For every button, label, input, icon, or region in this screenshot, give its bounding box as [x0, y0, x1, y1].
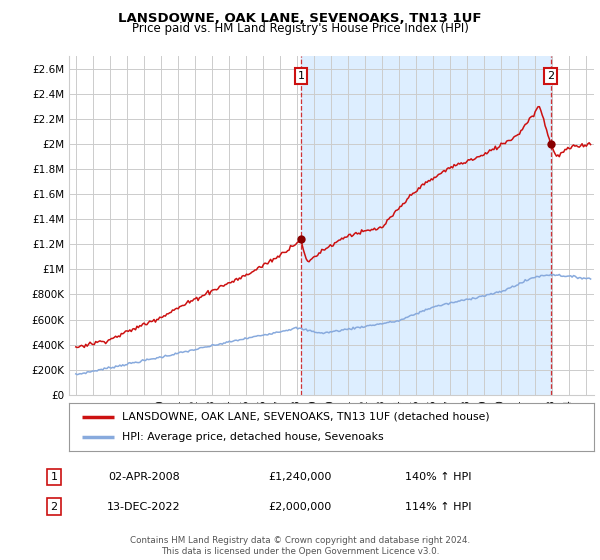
- Text: 02-APR-2008: 02-APR-2008: [108, 472, 180, 482]
- Text: Contains HM Land Registry data © Crown copyright and database right 2024.
This d: Contains HM Land Registry data © Crown c…: [130, 536, 470, 556]
- Text: 13-DEC-2022: 13-DEC-2022: [107, 502, 181, 512]
- Text: Price paid vs. HM Land Registry's House Price Index (HPI): Price paid vs. HM Land Registry's House …: [131, 22, 469, 35]
- Text: 114% ↑ HPI: 114% ↑ HPI: [405, 502, 471, 512]
- Bar: [301, 56, 551, 395]
- Text: 140% ↑ HPI: 140% ↑ HPI: [405, 472, 471, 482]
- Text: 1: 1: [50, 472, 58, 482]
- Text: 2: 2: [547, 71, 554, 81]
- Text: 1: 1: [298, 71, 304, 81]
- Text: £1,240,000: £1,240,000: [268, 472, 332, 482]
- Text: LANSDOWNE, OAK LANE, SEVENOAKS, TN13 1UF: LANSDOWNE, OAK LANE, SEVENOAKS, TN13 1UF: [118, 12, 482, 25]
- Text: LANSDOWNE, OAK LANE, SEVENOAKS, TN13 1UF (detached house): LANSDOWNE, OAK LANE, SEVENOAKS, TN13 1UF…: [121, 412, 489, 422]
- Text: 2: 2: [50, 502, 58, 512]
- Text: £2,000,000: £2,000,000: [268, 502, 332, 512]
- Text: HPI: Average price, detached house, Sevenoaks: HPI: Average price, detached house, Seve…: [121, 432, 383, 442]
